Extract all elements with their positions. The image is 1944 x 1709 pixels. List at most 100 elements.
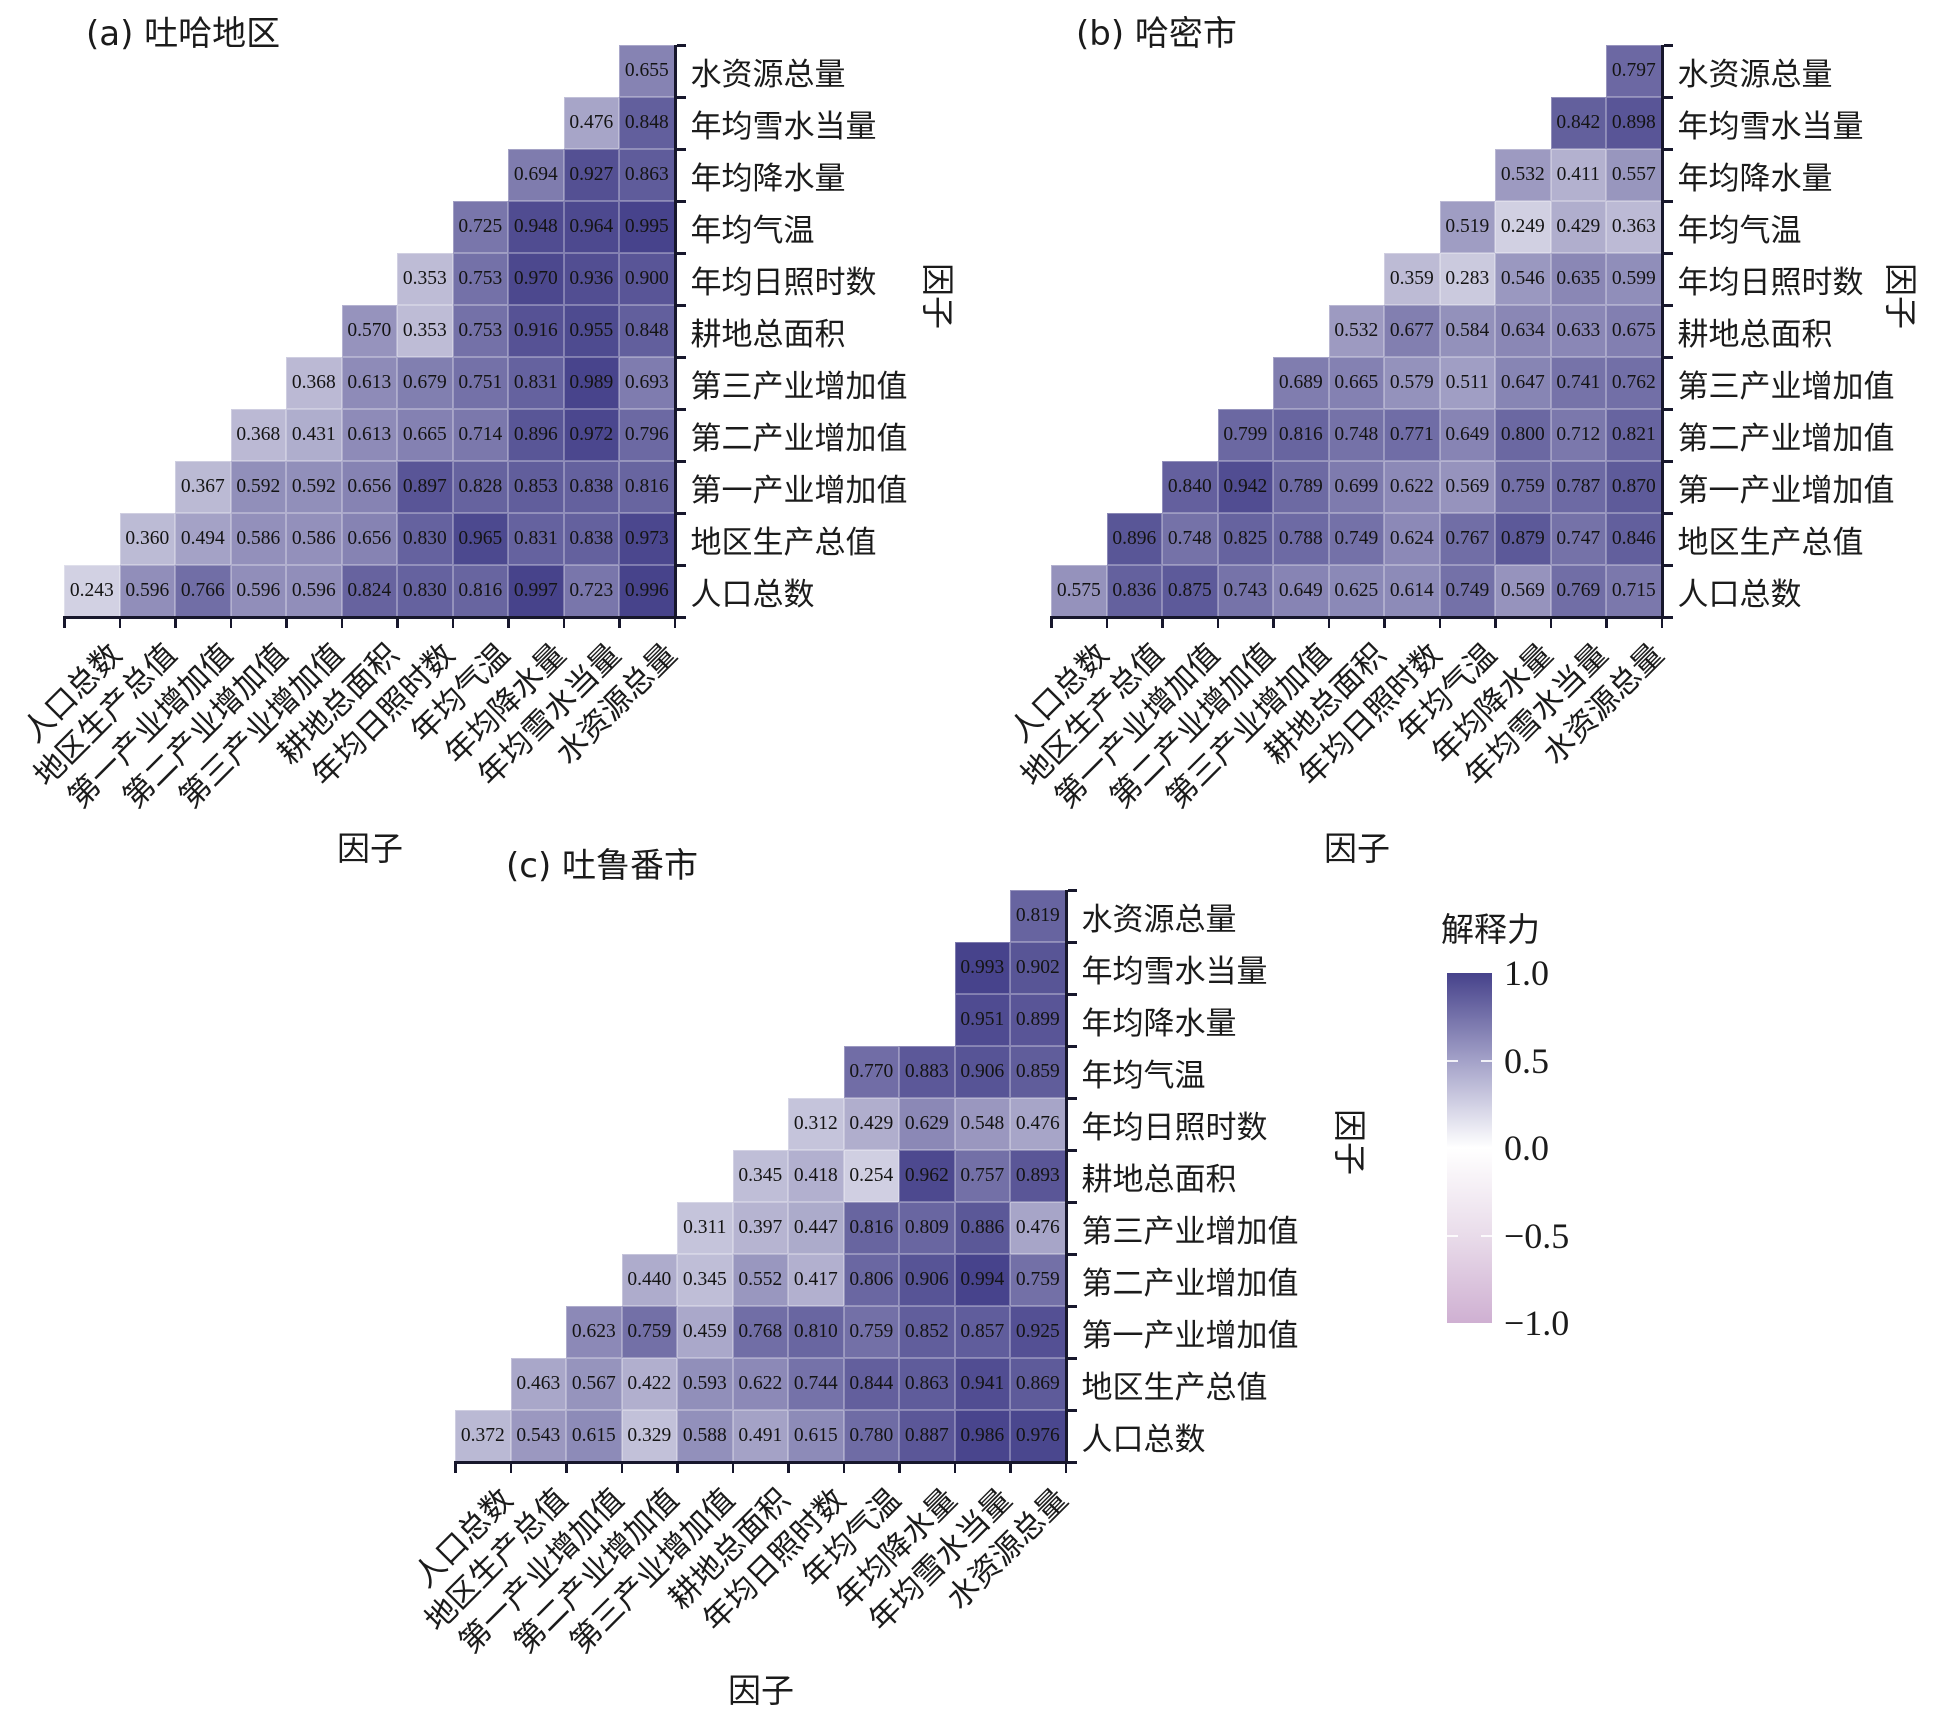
heatmap-cell: 0.723 xyxy=(563,565,619,617)
y-tick-label: 年均降水量 xyxy=(1677,160,1833,197)
heatmap-cell: 0.447 xyxy=(788,1202,844,1254)
heatmap-cell: 0.665 xyxy=(397,409,453,461)
heatmap-cell: 0.360 xyxy=(119,513,175,565)
heatmap-cell: 0.840 xyxy=(1162,461,1218,513)
heatmap-cell: 0.491 xyxy=(732,1410,788,1462)
heatmap-cell: 0.329 xyxy=(621,1410,677,1462)
heatmap-cell: 0.543 xyxy=(510,1410,566,1462)
heatmap-cell: 0.893 xyxy=(1010,1150,1066,1202)
heatmap-cell: 0.459 xyxy=(677,1306,733,1358)
y-axis-tick xyxy=(676,304,686,307)
legend-tick-notch xyxy=(1447,1147,1458,1149)
y-tick-label: 耕地总面积 xyxy=(1081,1161,1237,1198)
y-tick-label: 年均日照时数 xyxy=(1677,264,1864,301)
heatmap-cell: 0.788 xyxy=(1273,513,1329,565)
heatmap-cell: 0.623 xyxy=(566,1306,622,1358)
heatmap-cell: 0.816 xyxy=(843,1202,899,1254)
heatmap-cell: 0.656 xyxy=(341,461,397,513)
heatmap-cell: 0.712 xyxy=(1550,409,1606,461)
legend-tick-notch xyxy=(1447,1059,1458,1062)
legend-tick-notch xyxy=(1447,1234,1458,1237)
x-axis-tick xyxy=(507,619,510,628)
heatmap-cell: 0.831 xyxy=(508,513,564,565)
heatmap-cell: 0.771 xyxy=(1384,409,1440,461)
y-axis-tick xyxy=(1067,1045,1077,1048)
x-axis-tick xyxy=(618,619,621,628)
heatmap-cell: 0.941 xyxy=(954,1358,1010,1410)
heatmap-cell: 0.311 xyxy=(677,1202,733,1254)
y-tick-label: 第三产业增加值 xyxy=(1677,368,1895,405)
heatmap-cell: 0.942 xyxy=(1217,461,1273,513)
heatmap-cell: 0.689 xyxy=(1273,357,1329,409)
heatmap-cell: 0.613 xyxy=(341,409,397,461)
heatmap-cell: 0.694 xyxy=(508,149,564,201)
heatmap-cell: 0.830 xyxy=(397,565,453,617)
heatmap-cell: 0.900 xyxy=(619,253,675,305)
x-axis-tick xyxy=(509,1464,512,1473)
x-axis-line xyxy=(1050,616,1664,619)
y-tick-label: 地区生产总值 xyxy=(1081,1369,1268,1406)
heatmap-cell: 0.896 xyxy=(1106,513,1162,565)
y-axis-line xyxy=(673,45,677,619)
panel-c-title: (c) 吐鲁番市 xyxy=(506,846,699,886)
heatmap-cell: 0.363 xyxy=(1606,201,1662,253)
heatmap-cell: 0.767 xyxy=(1439,513,1495,565)
x-axis-tick xyxy=(1605,619,1608,628)
y-tick-label: 人口总数 xyxy=(690,576,815,613)
heatmap-cell: 0.973 xyxy=(619,513,675,565)
heatmap-cell: 0.836 xyxy=(1106,565,1162,617)
heatmap-cell: 0.586 xyxy=(230,513,286,565)
heatmap-cell: 0.819 xyxy=(1010,890,1066,942)
y-axis-tick xyxy=(676,564,686,567)
heatmap-cell: 0.596 xyxy=(286,565,342,617)
y-axis-tick xyxy=(1067,1305,1077,1308)
heatmap-cell: 0.749 xyxy=(1439,565,1495,617)
heatmap-cell: 0.429 xyxy=(843,1098,899,1150)
y-axis-tick xyxy=(1663,304,1673,307)
heatmap-cell: 0.353 xyxy=(397,305,453,357)
y-tick-label: 第二产业增加值 xyxy=(1081,1265,1299,1302)
heatmap-cell: 0.759 xyxy=(1495,461,1551,513)
y-axis-tick xyxy=(1663,408,1673,411)
heatmap-cell: 0.634 xyxy=(1495,305,1551,357)
heatmap-cell: 0.431 xyxy=(286,409,342,461)
legend-tick-label: 1.0 xyxy=(1504,953,1549,993)
y-axis-tick xyxy=(1663,356,1673,359)
heatmap-cell: 0.675 xyxy=(1606,305,1662,357)
heatmap-cell: 0.494 xyxy=(175,513,231,565)
heatmap-cell: 0.622 xyxy=(1384,461,1440,513)
x-axis-tick xyxy=(562,619,565,628)
heatmap-cell: 0.751 xyxy=(452,357,508,409)
heatmap-cell: 0.743 xyxy=(1217,565,1273,617)
x-axis-tick xyxy=(1383,619,1386,628)
y-axis-tick xyxy=(1663,460,1673,463)
y-axis-tick xyxy=(676,96,686,99)
x-axis-tick xyxy=(676,1464,679,1473)
heatmap-cell: 0.806 xyxy=(843,1254,899,1306)
y-axis-tick xyxy=(676,616,686,619)
x-axis-tick xyxy=(1009,1464,1012,1473)
heatmap-cell: 0.532 xyxy=(1328,305,1384,357)
y-axis-tick xyxy=(1663,44,1673,47)
heatmap-cell: 0.748 xyxy=(1162,513,1218,565)
y-axis-line xyxy=(1064,890,1068,1464)
heatmap-cell: 0.936 xyxy=(563,253,619,305)
heatmap-cell: 0.519 xyxy=(1439,201,1495,253)
heatmap-cell: 0.824 xyxy=(341,565,397,617)
heatmap-cell: 0.429 xyxy=(1550,201,1606,253)
heatmap-cell: 0.800 xyxy=(1495,409,1551,461)
y-axis-tick xyxy=(1067,1409,1077,1412)
x-axis-tick xyxy=(118,619,121,628)
heatmap-cell: 0.789 xyxy=(1273,461,1329,513)
heatmap-cell: 0.476 xyxy=(563,97,619,149)
heatmap-cell: 0.797 xyxy=(1606,45,1662,97)
x-axis-tick xyxy=(396,619,399,628)
heatmap-cell: 0.649 xyxy=(1273,565,1329,617)
heatmap-cell: 0.830 xyxy=(397,513,453,565)
x-axis-tick xyxy=(1660,619,1663,628)
y-axis-tick xyxy=(676,512,686,515)
heatmap-cell: 0.955 xyxy=(563,305,619,357)
x-axis-tick xyxy=(1549,619,1552,628)
y-tick-label: 耕地总面积 xyxy=(690,316,846,353)
